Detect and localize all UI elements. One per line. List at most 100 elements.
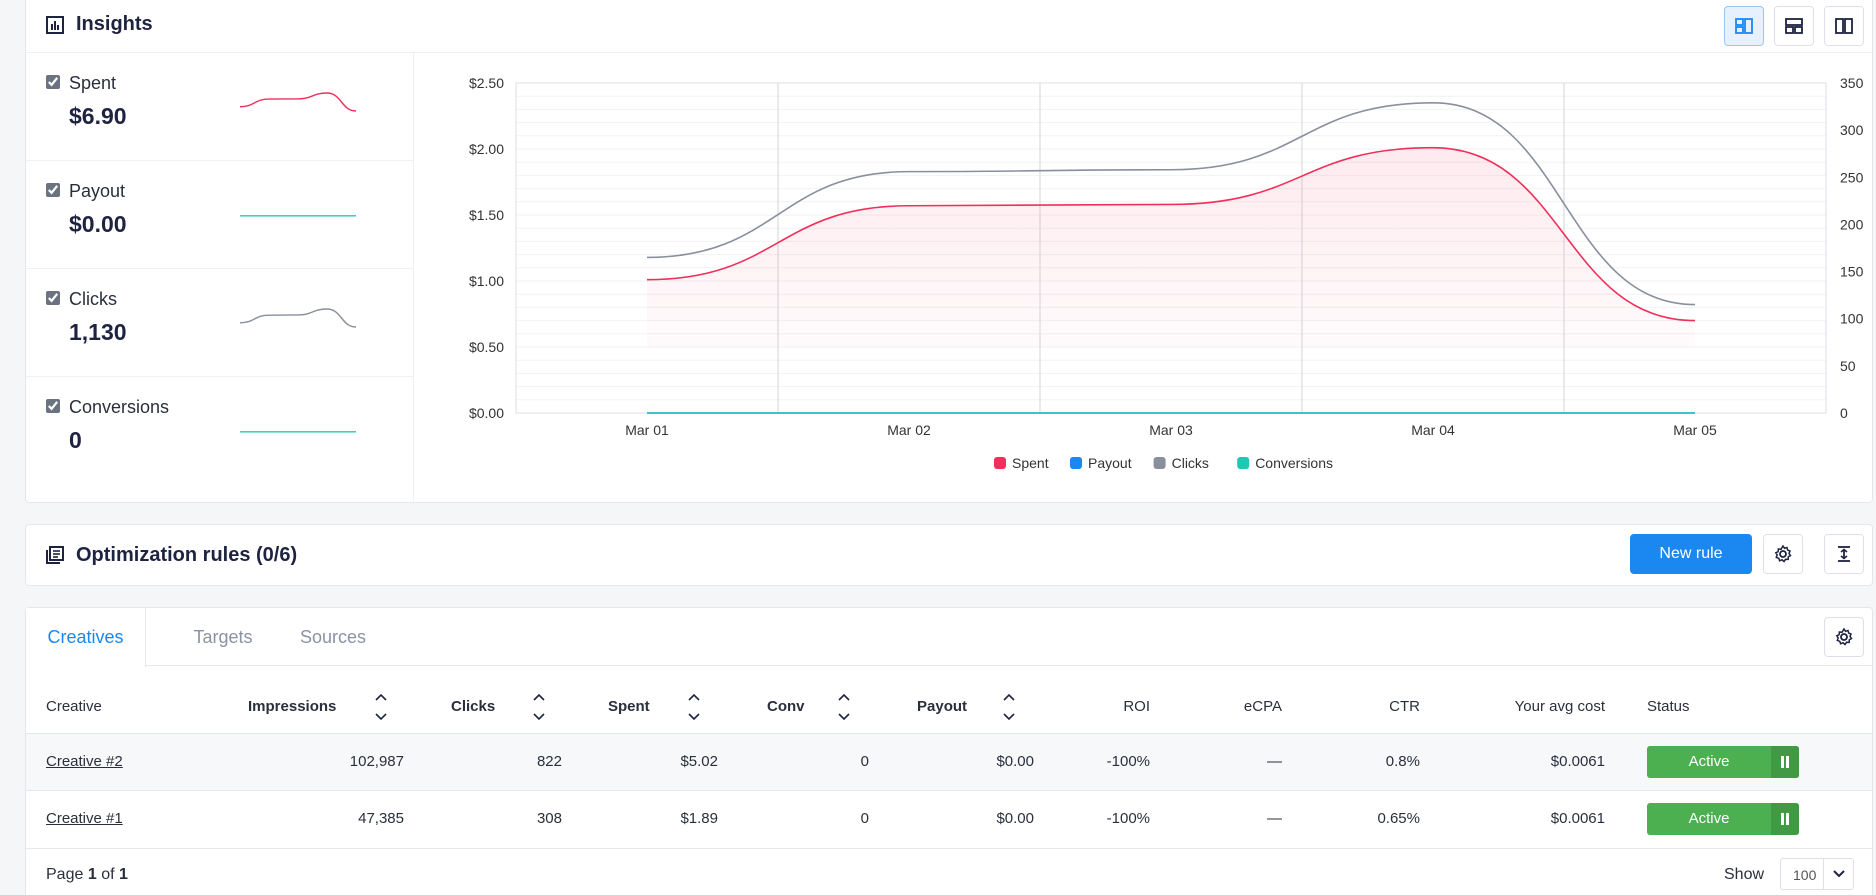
page-size-select[interactable]: 100 xyxy=(1780,858,1854,890)
gear-icon xyxy=(1774,544,1792,563)
legend-swatch-conversions xyxy=(1237,457,1250,469)
insights-chart: $0.00 $0.50 $1.00 $1.50 $2.00 $2.50 0 50 100 150 2… xyxy=(469,75,1864,471)
metric-payout-checkbox[interactable] xyxy=(46,183,60,197)
y-left-tick-label: $2.50 xyxy=(469,75,504,91)
layout-columns-button[interactable] xyxy=(1824,6,1864,46)
series-line-spent xyxy=(646,146,1696,322)
metric-spent: Spent $6.90 xyxy=(26,53,414,161)
y-right-tick-label: 300 xyxy=(1840,122,1864,138)
legend-swatch-payout xyxy=(1070,457,1082,469)
sort-icon[interactable] xyxy=(836,690,852,724)
creative-link[interactable]: Creative #1 xyxy=(46,810,123,827)
table-row: Creative #1 47,385 308 $1.89 0 $0.00 -10… xyxy=(26,790,1872,847)
legend-label-payout: Payout xyxy=(1088,455,1132,471)
rules-settings-button[interactable] xyxy=(1763,534,1803,574)
cell-payout: $0.00 xyxy=(996,810,1034,827)
page-of: of xyxy=(101,866,115,883)
table-footer: Page 1 of 1 Show 100 xyxy=(26,848,1872,895)
new-rule-button[interactable]: New rule xyxy=(1630,534,1752,574)
cell-roi: -100% xyxy=(1106,753,1150,770)
status-label: Active xyxy=(1688,753,1730,770)
creative-name[interactable]: Creative #2 xyxy=(46,753,123,770)
page-prefix: Page xyxy=(46,866,84,883)
cell-spent: $5.02 xyxy=(680,753,718,770)
table-row: Creative #2 102,987 822 $5.02 0 $0.00 -1… xyxy=(26,733,1872,790)
metric-conversions-checkbox[interactable] xyxy=(46,399,60,413)
header-payout[interactable]: Payout xyxy=(917,698,968,715)
header-clicks[interactable]: Clicks xyxy=(451,698,496,715)
expand-vertical-icon xyxy=(1838,546,1850,562)
creative-link[interactable]: Creative #2 xyxy=(46,753,123,770)
cell-avg-cost: $0.0061 xyxy=(1550,753,1605,770)
gear-icon xyxy=(1835,627,1853,646)
y-right-tick-label: 350 xyxy=(1840,75,1864,91)
header-spent[interactable]: Spent xyxy=(608,698,650,715)
pause-icon[interactable] xyxy=(1771,746,1799,778)
metric-label: Payout xyxy=(69,181,126,201)
cell-ctr: 0.8% xyxy=(1385,753,1420,770)
collapse-button[interactable] xyxy=(1824,534,1864,574)
legend-label-clicks: Clicks xyxy=(1172,455,1209,471)
y-left-tick-label: $0.50 xyxy=(469,339,504,355)
series-line-clicks xyxy=(646,101,1696,306)
layout-split-button[interactable] xyxy=(1724,6,1764,46)
y-right-tick-label: 50 xyxy=(1840,358,1856,374)
creative-name[interactable]: Creative #1 xyxy=(46,810,123,827)
sort-icon[interactable] xyxy=(686,690,702,724)
header-status: Status xyxy=(1647,698,1690,715)
sort-icon[interactable] xyxy=(373,690,389,724)
header-impressions[interactable]: Impressions xyxy=(248,698,337,715)
cell-impressions: 47,385 xyxy=(358,810,404,827)
y-right-tick-label: 250 xyxy=(1840,169,1864,185)
status-label: Active xyxy=(1688,810,1730,827)
metric-value: 1,130 xyxy=(69,319,127,345)
tab-creatives[interactable]: Creatives xyxy=(26,608,146,667)
status-toggle[interactable]: Active xyxy=(1647,803,1799,835)
cell-clicks: 308 xyxy=(536,810,562,827)
cell-spent: $1.89 xyxy=(680,810,718,827)
metric-sparkline xyxy=(240,431,356,433)
legend-swatch-clicks xyxy=(1153,457,1166,469)
metric-clicks-checkbox[interactable] xyxy=(46,291,60,305)
y-right-tick-label: 150 xyxy=(1840,264,1864,280)
x-tick-label: Mar 04 xyxy=(1411,422,1455,438)
cell-conv: 0 xyxy=(860,753,869,770)
page-current: 1 xyxy=(87,866,97,883)
metric-sparkline xyxy=(239,308,357,328)
metric-sparkline xyxy=(240,215,356,217)
layout-split-icon xyxy=(1735,18,1753,34)
creatives-table-panel: Creatives Targets Sources Creative Impre… xyxy=(25,607,1873,895)
status-toggle[interactable]: Active xyxy=(1647,746,1799,778)
metric-sparkline xyxy=(239,92,357,112)
metric-spent-checkbox[interactable] xyxy=(46,75,60,89)
y-right-tick-label: 200 xyxy=(1840,216,1864,232)
cell-avg-cost: $0.0061 xyxy=(1550,810,1605,827)
cell-ecpa: — xyxy=(1267,810,1282,827)
rules-title: Optimization rules (0/6) xyxy=(76,544,298,566)
tab-sources[interactable]: Sources xyxy=(299,627,367,647)
tab-targets[interactable]: Targets xyxy=(193,627,253,647)
cell-conv: 0 xyxy=(860,810,869,827)
metric-clicks: Clicks 1,130 xyxy=(26,269,414,377)
page-size-value: 100 xyxy=(1793,867,1817,883)
chevron-down-icon[interactable] xyxy=(1823,859,1853,889)
cell-ctr: 0.65% xyxy=(1377,810,1420,827)
optimization-rules-panel: Optimization rules (0/6) New rule xyxy=(25,524,1873,586)
y-left-tick-label: $0.00 xyxy=(469,405,504,421)
metric-label: Clicks xyxy=(69,289,117,309)
header-conv[interactable]: Conv xyxy=(767,698,805,715)
table-settings-button[interactable] xyxy=(1824,617,1864,657)
sort-icon[interactable] xyxy=(1001,690,1017,724)
layout-grid-button[interactable] xyxy=(1774,6,1814,46)
sort-icon[interactable] xyxy=(531,690,547,724)
x-tick-label: Mar 01 xyxy=(625,422,669,438)
rules-list-icon xyxy=(46,546,64,564)
pause-icon[interactable] xyxy=(1771,803,1799,835)
legend-label-spent: Spent xyxy=(1012,455,1049,471)
bar-chart-icon xyxy=(46,16,64,34)
x-tick-label: Mar 03 xyxy=(1149,422,1193,438)
sparkline-path xyxy=(239,308,357,328)
insights-title: Insights xyxy=(76,13,153,35)
legend-label-conversions: Conversions xyxy=(1255,455,1333,471)
header-ctr: CTR xyxy=(1389,698,1420,715)
